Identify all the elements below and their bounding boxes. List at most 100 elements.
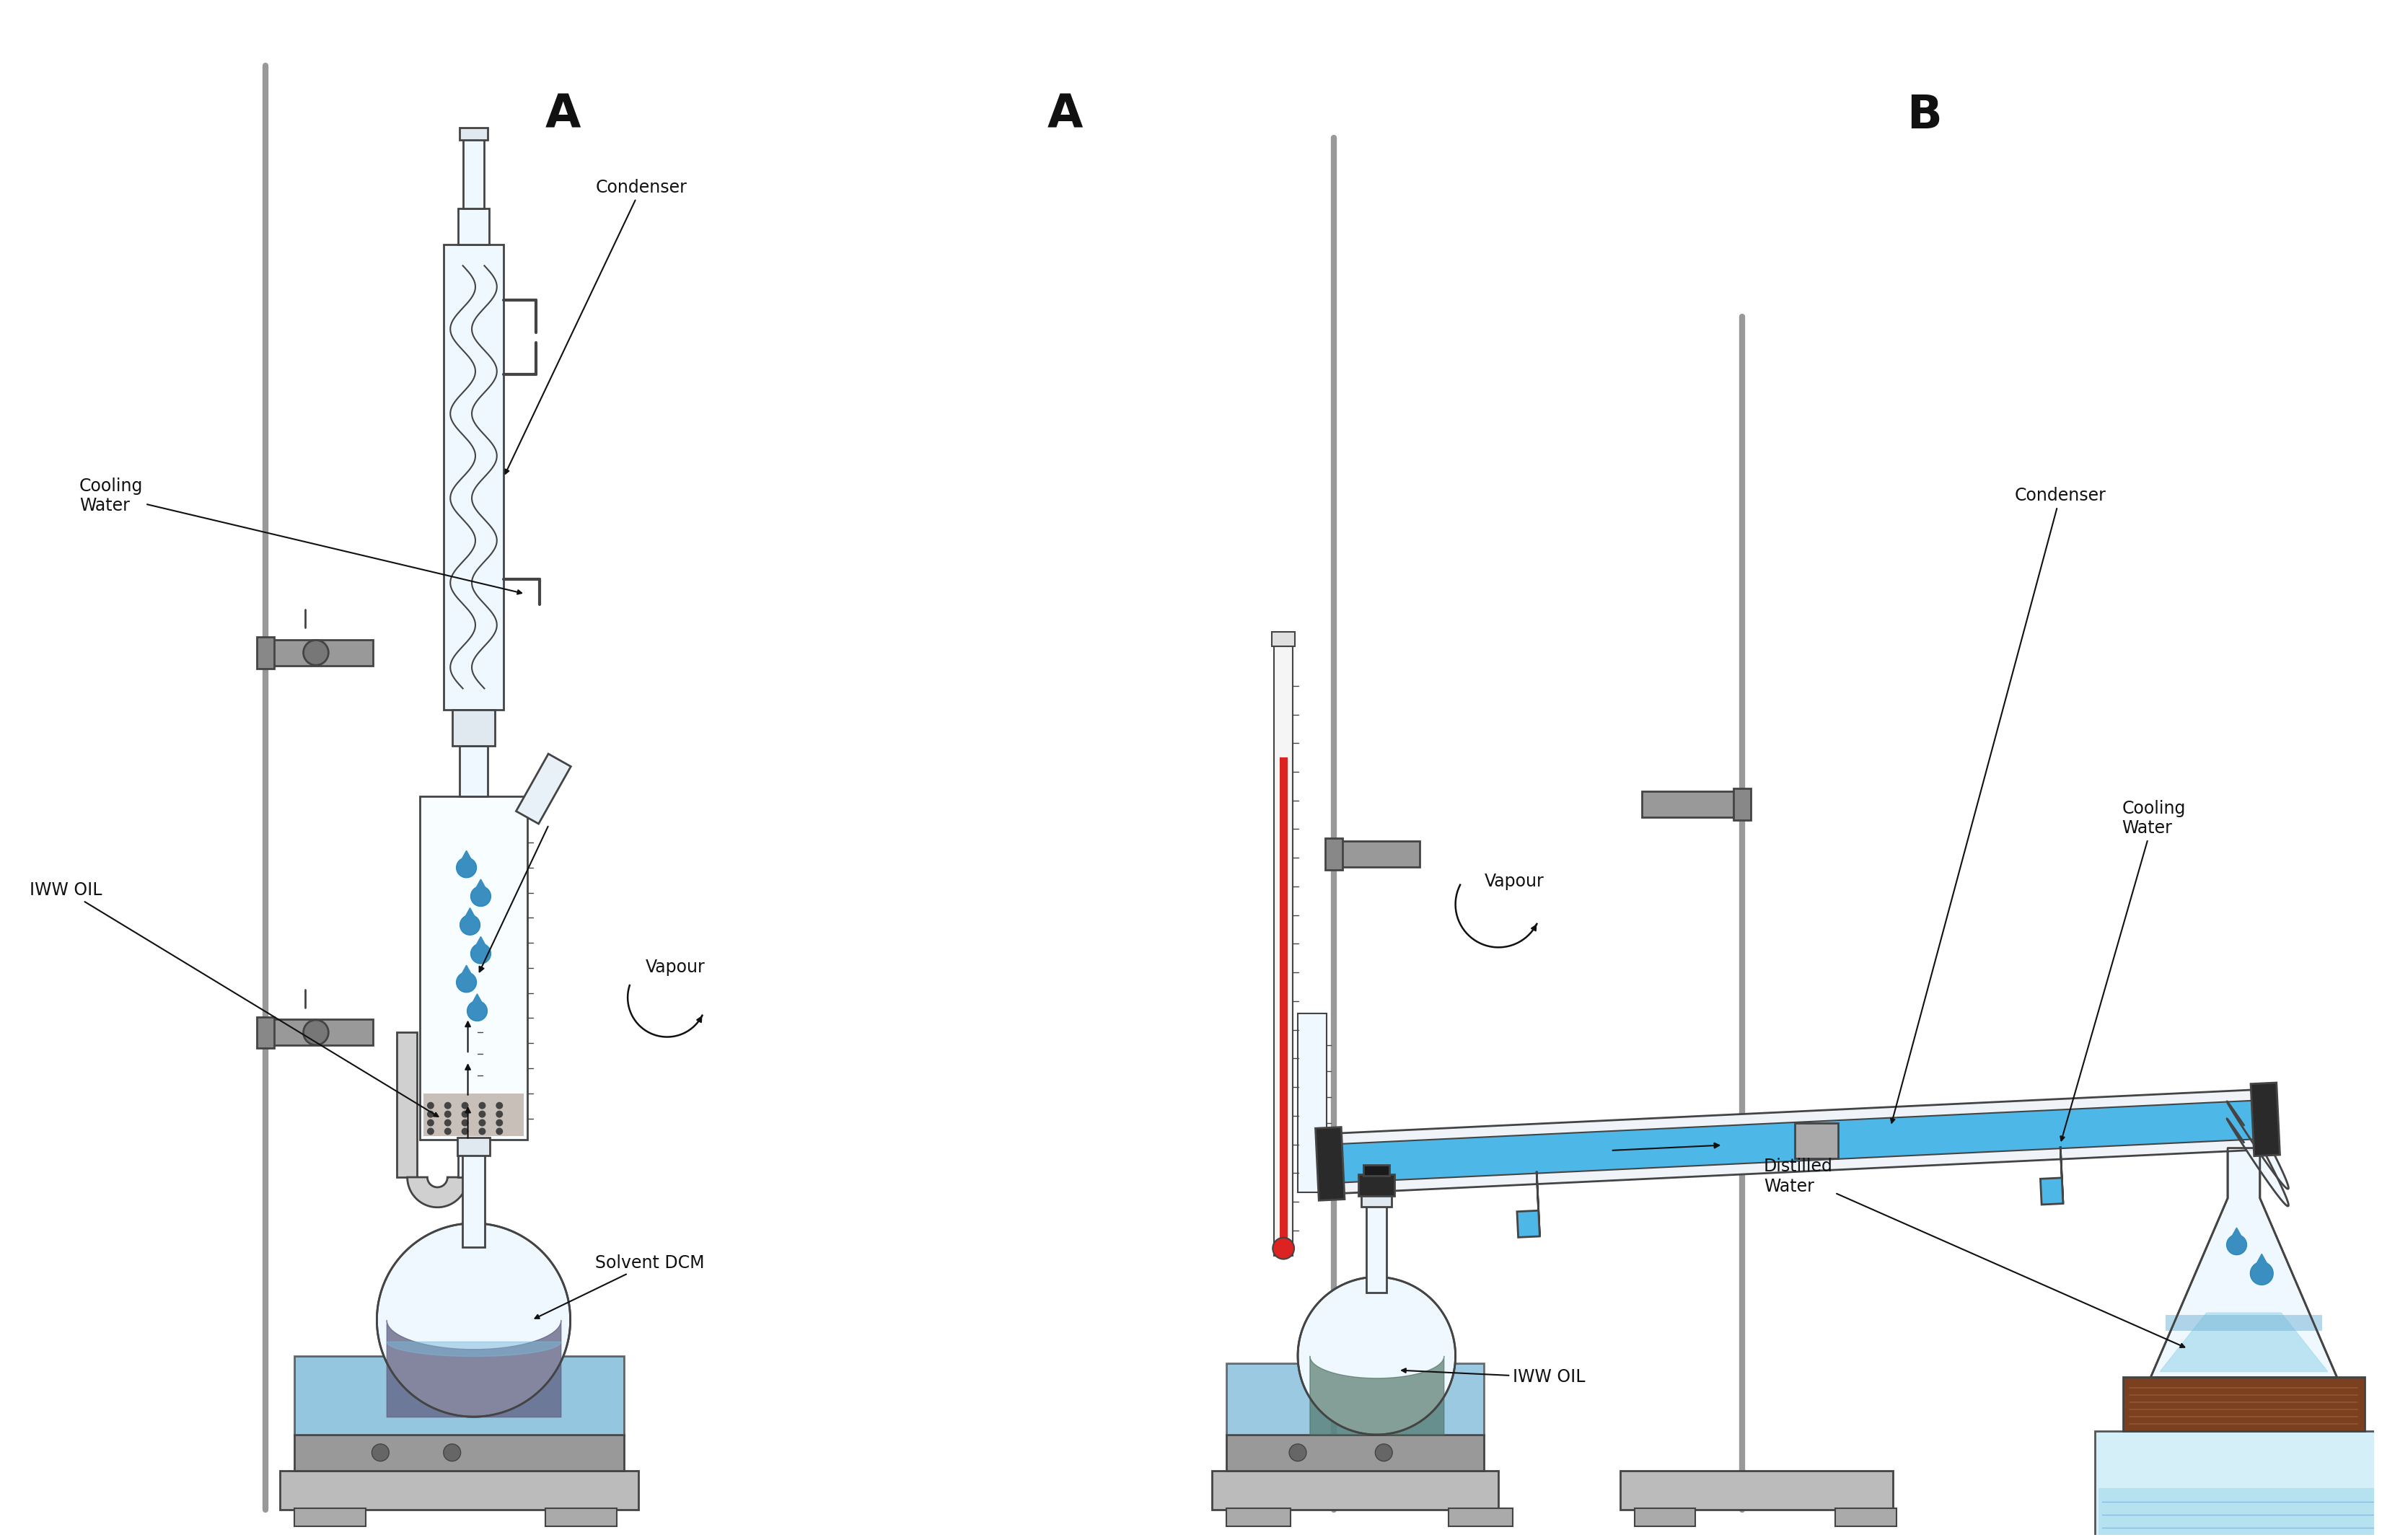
Polygon shape xyxy=(457,972,476,992)
Circle shape xyxy=(479,1127,486,1135)
Circle shape xyxy=(1374,1445,1393,1461)
Bar xyxy=(1365,1166,1389,1177)
Text: Vapour: Vapour xyxy=(646,959,705,976)
Polygon shape xyxy=(1536,1172,1539,1237)
Bar xyxy=(457,906,479,1177)
Text: Vapour: Vapour xyxy=(1484,873,1544,890)
Bar xyxy=(460,128,488,140)
Ellipse shape xyxy=(303,1019,329,1046)
Polygon shape xyxy=(2151,1147,2337,1377)
Polygon shape xyxy=(2041,1178,2063,1204)
Polygon shape xyxy=(517,753,572,824)
Bar xyxy=(1298,1013,1327,1192)
Bar xyxy=(1620,1471,1894,1509)
Bar xyxy=(424,1093,524,1137)
Bar xyxy=(545,1509,617,1526)
Polygon shape xyxy=(476,879,486,889)
Bar xyxy=(2094,1431,2382,1540)
Polygon shape xyxy=(2251,1261,2272,1284)
Polygon shape xyxy=(1517,1210,1539,1237)
Circle shape xyxy=(443,1127,450,1135)
Polygon shape xyxy=(1329,1100,2265,1183)
Text: Distilled
Water: Distilled Water xyxy=(1763,1158,2184,1348)
Bar xyxy=(1334,841,1420,867)
Polygon shape xyxy=(457,858,476,878)
Bar xyxy=(457,1138,491,1155)
Polygon shape xyxy=(2251,1083,2280,1157)
Text: IWW OIL: IWW OIL xyxy=(1401,1369,1586,1386)
Polygon shape xyxy=(1298,1277,1455,1435)
Polygon shape xyxy=(472,993,484,1004)
Circle shape xyxy=(462,1120,469,1126)
Polygon shape xyxy=(460,915,481,935)
Text: IWW OIL: IWW OIL xyxy=(29,881,438,1116)
Polygon shape xyxy=(407,1177,467,1207)
Circle shape xyxy=(1289,1445,1305,1461)
Ellipse shape xyxy=(303,641,329,665)
Text: Cooling
Water: Cooling Water xyxy=(79,477,522,594)
Bar xyxy=(398,1032,417,1177)
Bar xyxy=(457,208,488,245)
Bar xyxy=(1212,1471,1498,1509)
Polygon shape xyxy=(2232,1227,2241,1238)
Circle shape xyxy=(479,1110,486,1118)
Polygon shape xyxy=(472,944,491,964)
Bar xyxy=(1227,1435,1484,1471)
Circle shape xyxy=(1272,1238,1293,1260)
Bar xyxy=(295,1509,367,1526)
Bar xyxy=(419,796,526,1140)
Circle shape xyxy=(443,1103,450,1109)
Text: Condenser: Condenser xyxy=(1891,487,2106,1123)
Polygon shape xyxy=(460,850,472,861)
Polygon shape xyxy=(476,936,486,947)
Bar xyxy=(1734,788,1751,819)
Bar xyxy=(1272,631,1296,647)
Bar xyxy=(462,137,484,208)
Polygon shape xyxy=(2227,1235,2246,1255)
Circle shape xyxy=(426,1110,434,1118)
Circle shape xyxy=(462,1127,469,1135)
Polygon shape xyxy=(376,1223,569,1417)
Text: Solvent DCM: Solvent DCM xyxy=(536,1254,705,1318)
Bar xyxy=(1274,647,1293,1255)
Circle shape xyxy=(426,1120,434,1126)
Bar xyxy=(443,245,503,710)
Text: Condenser: Condenser xyxy=(505,179,686,474)
Bar xyxy=(1358,1175,1393,1197)
Bar xyxy=(281,1471,638,1509)
Bar xyxy=(267,1019,374,1046)
Circle shape xyxy=(462,1103,469,1109)
Bar xyxy=(1641,792,1741,816)
Text: A: A xyxy=(545,92,581,137)
Circle shape xyxy=(443,1110,450,1118)
Circle shape xyxy=(495,1110,503,1118)
Polygon shape xyxy=(467,1001,488,1021)
Polygon shape xyxy=(1329,1089,2268,1194)
Circle shape xyxy=(426,1103,434,1109)
Bar xyxy=(1227,1509,1291,1526)
Bar xyxy=(257,1016,274,1049)
Bar xyxy=(462,1147,486,1247)
Bar xyxy=(267,639,374,665)
Polygon shape xyxy=(464,909,476,918)
Circle shape xyxy=(372,1445,388,1461)
Bar xyxy=(1227,1363,1484,1435)
Polygon shape xyxy=(2060,1146,2063,1204)
Bar xyxy=(295,1355,624,1435)
Bar xyxy=(1834,1509,1896,1526)
Bar xyxy=(460,745,488,796)
Bar xyxy=(1448,1509,1513,1526)
Circle shape xyxy=(495,1127,503,1135)
Polygon shape xyxy=(472,887,491,907)
Text: A: A xyxy=(1048,92,1081,137)
Circle shape xyxy=(495,1120,503,1126)
Polygon shape xyxy=(1315,1127,1343,1201)
Polygon shape xyxy=(2160,1312,2327,1372)
Circle shape xyxy=(443,1445,460,1461)
Bar xyxy=(1367,1200,1386,1292)
Text: B: B xyxy=(1908,92,1941,137)
Circle shape xyxy=(495,1103,503,1109)
Circle shape xyxy=(479,1103,486,1109)
Bar xyxy=(1634,1509,1696,1526)
Bar xyxy=(1324,838,1341,870)
